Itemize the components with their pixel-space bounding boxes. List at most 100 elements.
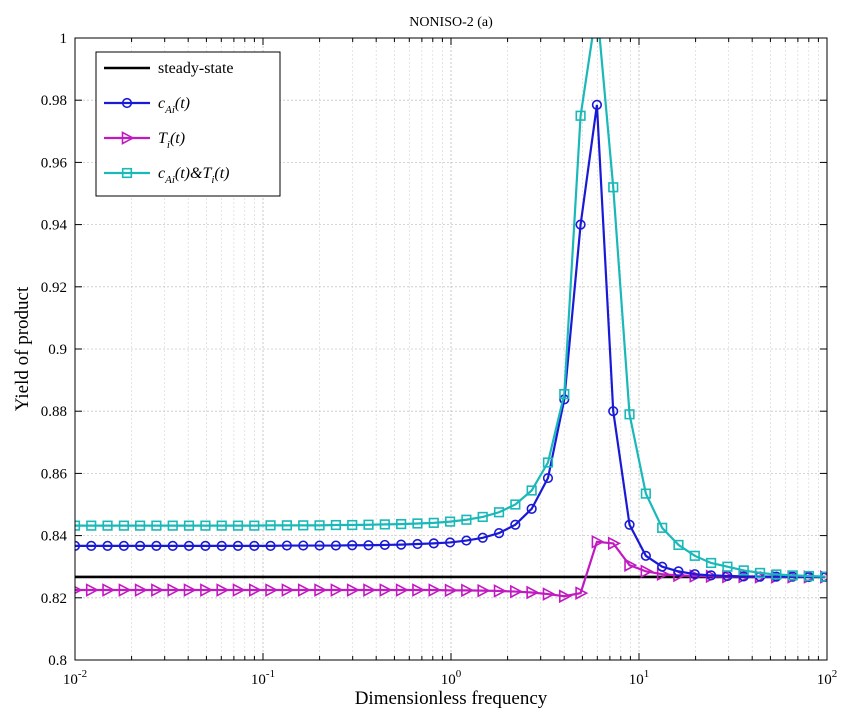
circle-marker <box>412 538 423 550</box>
circle-marker <box>542 472 554 484</box>
square-marker <box>526 485 537 496</box>
square-marker <box>640 488 651 499</box>
triangle-marker <box>542 587 556 601</box>
legend-entry: steady-state <box>104 60 234 77</box>
square-marker <box>232 520 244 531</box>
square-marker <box>461 514 472 525</box>
square-marker <box>151 520 162 531</box>
triangle-marker <box>216 583 230 597</box>
square-marker <box>314 520 325 531</box>
square-marker <box>249 520 260 531</box>
series-3 <box>75 38 827 582</box>
triangle-marker <box>510 584 524 599</box>
circle-marker <box>118 540 129 551</box>
circle-marker <box>281 540 292 551</box>
circle-marker <box>363 540 374 551</box>
circle-marker <box>510 519 521 530</box>
series-line <box>75 38 826 578</box>
y-axis-label: Yield of product <box>12 286 33 411</box>
chart-title: NONISO-2 (a) <box>409 15 493 30</box>
square-marker <box>689 550 700 561</box>
triangle-marker <box>281 583 295 597</box>
circle-marker <box>216 540 227 551</box>
square-marker <box>787 570 798 581</box>
x-tick-labels: 10-2 10-1 100 101 102 <box>63 668 837 688</box>
x-tick-label: 102 <box>817 668 838 688</box>
triangle-marker <box>526 585 540 600</box>
y-tick-label: 0.86 <box>41 466 68 482</box>
square-marker <box>477 511 488 523</box>
circle-marker <box>640 550 651 561</box>
square-marker <box>216 520 227 531</box>
triangle-marker <box>624 558 638 572</box>
square-marker <box>754 567 766 579</box>
triangle-marker <box>118 583 132 597</box>
circle-marker <box>706 570 717 581</box>
circle-marker <box>657 561 668 572</box>
circle-marker <box>135 540 146 551</box>
triangle-marker <box>330 583 344 597</box>
triangle-marker <box>607 536 621 551</box>
square-marker <box>673 539 684 551</box>
x-tick-label: 101 <box>629 668 650 688</box>
legend-label: cAi(t) <box>158 95 190 116</box>
circle-marker <box>330 540 341 551</box>
circle-marker <box>249 540 260 551</box>
x-tick-label: 10-1 <box>251 668 275 688</box>
legend-entry: cAi(t) <box>104 95 190 116</box>
circle-marker <box>265 540 276 551</box>
circle-marker <box>314 540 325 551</box>
square-marker <box>444 516 456 527</box>
y-tick-label: 0.94 <box>41 218 68 234</box>
circle-marker <box>86 540 97 551</box>
circle-marker <box>526 503 537 514</box>
circle-marker <box>121 97 133 109</box>
square-marker <box>510 499 521 510</box>
square-marker <box>624 409 635 420</box>
y-tick-label: 0.92 <box>41 280 67 296</box>
triangle-marker <box>183 583 197 597</box>
x-axis-label: Dimensionless frequency <box>355 688 548 709</box>
series-layer <box>75 38 827 604</box>
square-marker <box>771 569 782 580</box>
circle-marker <box>624 519 635 530</box>
circle-marker <box>575 219 586 230</box>
triangle-marker <box>363 583 377 597</box>
circle-marker <box>689 569 700 580</box>
triangle-marker <box>265 583 279 597</box>
square-marker <box>493 507 505 518</box>
square-marker <box>657 522 668 533</box>
y-tick-label: 0.9 <box>48 342 67 358</box>
circle-marker <box>673 566 684 577</box>
triangle-marker <box>379 583 393 597</box>
triangle-marker <box>673 568 687 583</box>
square-marker <box>738 565 749 576</box>
triangle-marker <box>200 583 214 597</box>
triangle-marker <box>75 585 83 595</box>
square-marker <box>118 520 129 531</box>
square-marker <box>330 519 341 531</box>
square-marker <box>608 182 619 193</box>
square-marker <box>396 518 407 530</box>
square-marker <box>428 517 439 528</box>
triangle-marker <box>558 589 573 604</box>
triangle-marker <box>102 583 116 597</box>
circle-marker <box>232 540 244 551</box>
triangle-marker <box>346 583 360 597</box>
legend-label: steady-state <box>158 60 234 77</box>
y-tick-labels: 0.8 0.82 0.84 0.86 0.88 0.9 0.92 0.94 0.96 0.98 1 <box>41 31 68 669</box>
circle-marker <box>396 539 407 550</box>
square-marker <box>86 520 97 531</box>
circle-marker <box>347 540 358 551</box>
x-tick-label: 10-2 <box>63 668 87 688</box>
circle-marker <box>591 99 603 110</box>
triangle-marker <box>121 131 135 145</box>
triangle-marker <box>395 583 409 597</box>
square-marker <box>183 520 195 531</box>
circle-marker <box>151 540 162 551</box>
triangle-marker <box>493 584 507 598</box>
legend-entry: Ti(t) <box>104 130 185 151</box>
triangle-marker <box>167 583 181 597</box>
triangle-marker <box>428 583 442 597</box>
